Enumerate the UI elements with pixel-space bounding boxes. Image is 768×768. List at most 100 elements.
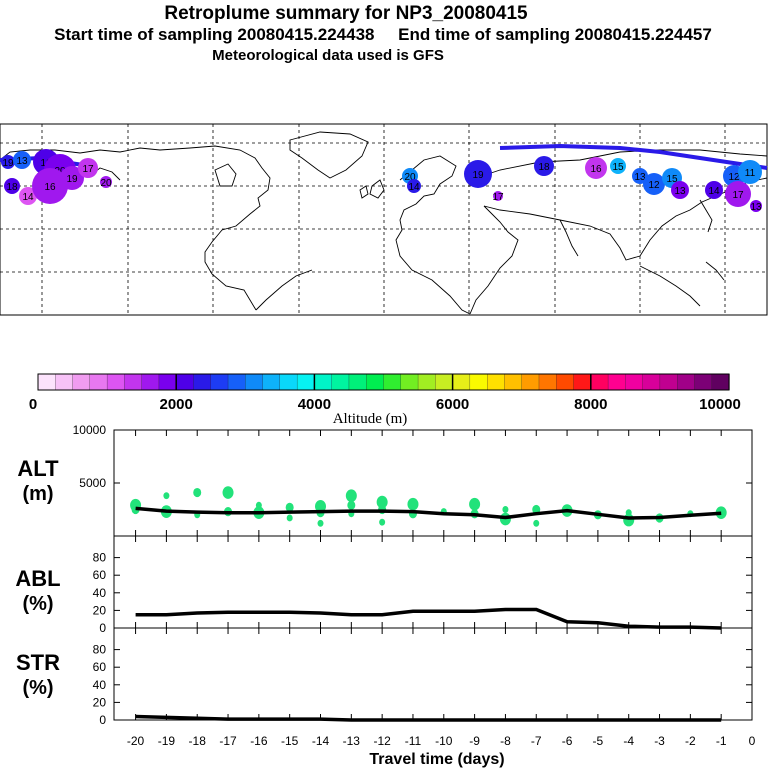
plume-dot — [78, 158, 98, 178]
alt-y-tick-label: 5000 — [79, 476, 106, 490]
str-panel-label: STR — [16, 650, 60, 675]
colorbar-cell — [659, 373, 678, 391]
plume-label: 12 — [728, 172, 740, 183]
colorbar-tick-label: 2000 — [160, 396, 193, 413]
colorbar-cell — [642, 373, 661, 391]
colorbar-cell — [72, 373, 91, 391]
colorbar-tick-label: 4000 — [298, 396, 331, 413]
colorbar-cell — [158, 373, 177, 391]
colorbar-cell — [486, 373, 506, 391]
abl-y-tick-label: 40 — [93, 586, 107, 600]
alt-dot — [222, 486, 234, 499]
colorbar-cell — [435, 373, 454, 391]
plume-dot — [32, 168, 68, 204]
abl-series-line — [135, 607, 722, 630]
plume-dot — [407, 179, 421, 193]
x-tick-label: -18 — [189, 734, 207, 748]
abl-panel-label: ABL — [15, 566, 60, 591]
plume-marker: 15 — [610, 158, 626, 174]
x-tick-label: -8 — [500, 734, 511, 748]
plume-marker: 16 — [32, 168, 68, 204]
colorbar-cell — [296, 373, 316, 391]
altitude-colorbar: 0 2000 4000 6000 8000 10000 Altitude (m) — [29, 373, 741, 427]
x-tick-label: -1 — [716, 734, 727, 748]
colorbar-cell — [348, 373, 367, 391]
colorbar-cell — [694, 373, 713, 391]
str-y-tick-label: 40 — [93, 678, 107, 692]
colorbar-frame — [37, 373, 730, 391]
str-y-tick-label: 20 — [93, 695, 107, 709]
plume-label: 13 — [750, 202, 762, 213]
x-tick-label: 0 — [749, 734, 756, 748]
plume-marker: 13 — [671, 181, 689, 199]
str-panel-frame — [113, 627, 753, 721]
colorbar-cell — [314, 373, 333, 391]
colorbar-tick-label: 6000 — [436, 396, 469, 413]
trajectory-line-east — [499, 143, 768, 170]
plume-label: 13 — [674, 186, 686, 197]
colorbar-cell — [556, 373, 575, 391]
plume-label: 18 — [538, 162, 550, 173]
colorbar-cell — [366, 373, 385, 391]
plume-label: 13 — [634, 172, 646, 183]
colorbar-cell — [590, 373, 609, 391]
alt-dot — [286, 514, 293, 522]
plume-marker: 16 — [585, 157, 607, 179]
colorbar-cell — [677, 373, 696, 391]
colorbar-cell — [400, 373, 419, 391]
plume-label: 17 — [492, 192, 504, 203]
x-tick-label: -7 — [531, 734, 542, 748]
chart-title: Retroplume summary for NP3_20080415 — [164, 3, 528, 24]
plume-label: 18 — [6, 182, 18, 193]
colorbar-label: Altitude (m) — [333, 411, 408, 427]
abl-panel-unit: (%) — [22, 593, 53, 615]
colorbar-cell — [279, 373, 298, 391]
colorbar-cell — [106, 373, 126, 391]
alt-dot — [163, 492, 170, 500]
colorbar-cell — [176, 373, 195, 391]
plume-label: 14 — [22, 192, 34, 203]
abl-y-tick-label: 60 — [93, 568, 107, 582]
alt-series-line — [135, 506, 722, 520]
plume-dot — [643, 173, 665, 195]
x-tick-label: -14 — [312, 734, 330, 748]
x-tick-label: -6 — [562, 734, 573, 748]
alt-dot — [317, 519, 324, 527]
plume-label: 20 — [404, 172, 416, 183]
colorbar-tick-label: 8000 — [574, 396, 607, 413]
colorbar-cell — [141, 373, 160, 391]
plume-dot — [464, 160, 492, 188]
str-y-tick-label: 60 — [93, 660, 107, 674]
alt-dot — [533, 519, 540, 527]
plume-label: 16 — [44, 182, 56, 193]
plume-label: 15 — [666, 174, 678, 185]
plume-marker: 18 — [534, 156, 554, 176]
plume-marker: 17 — [725, 181, 751, 207]
x-tick-label: -13 — [343, 734, 361, 748]
plume-dot — [534, 156, 554, 176]
colorbar-cell — [538, 373, 557, 391]
plume-marker: 13 — [750, 200, 762, 213]
plume-label: 14 — [708, 186, 720, 197]
plume-label: 12 — [648, 180, 660, 191]
plume-label: 14 — [408, 182, 420, 193]
plume-marker: 13 — [13, 151, 31, 169]
plume-marker: 19 — [1, 155, 15, 169]
plume-dot — [493, 191, 503, 201]
plume-marker: 17 — [78, 158, 98, 178]
colorbar-cell — [417, 373, 436, 391]
abl-y-tick-label: 0 — [99, 621, 106, 635]
colorbar-cell — [469, 373, 488, 391]
colorbar-cell — [210, 373, 229, 391]
x-tick-label: -11 — [405, 734, 422, 748]
plume-label: 17 — [82, 164, 94, 175]
x-tick-label: -20 — [127, 734, 145, 748]
colorbar-cell — [193, 373, 212, 391]
colorbar-cell — [625, 373, 644, 391]
world-map: 1913162019171814162020141917181615131215… — [0, 123, 768, 316]
sampling-times: Start time of sampling 20080415.224438 E… — [54, 25, 712, 44]
colorbar-cell — [607, 373, 627, 391]
plume-dot — [1, 155, 15, 169]
